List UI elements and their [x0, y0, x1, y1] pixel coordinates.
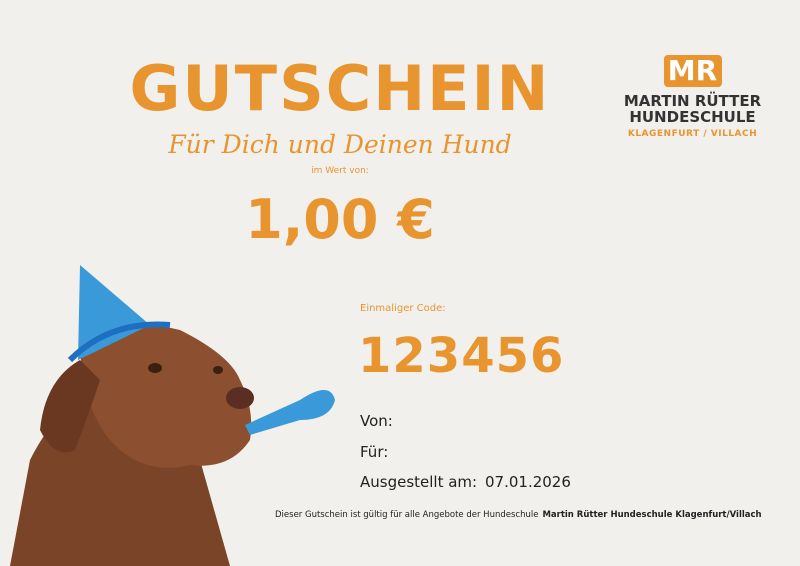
footer-text: Dieser Gutschein ist gültig für alle Ang…	[275, 510, 539, 520]
voucher-amount: 1,00 €	[245, 188, 435, 251]
logo: MR MARTIN RÜTTER HUNDESCHULE KLAGENFURT …	[610, 55, 775, 140]
voucher-subtitle: Für Dich und Deinen Hund	[168, 130, 512, 159]
voucher-code: 123456	[358, 328, 565, 384]
footer-school-name: Martin Rütter Hundeschule Klagenfurt/Vil…	[542, 510, 762, 520]
logo-line3: KLAGENFURT / VILLACH	[627, 129, 758, 139]
dog-head	[80, 325, 252, 468]
from-label: Von:	[360, 412, 393, 430]
issued-label: Ausgestellt am:	[360, 473, 478, 491]
dog-ear	[40, 360, 100, 453]
logo-mark: MR	[663, 55, 722, 87]
issued-date: 07.01.2026	[485, 473, 571, 491]
dog-party-photo	[10, 265, 335, 566]
party-hat-icon	[78, 265, 150, 360]
voucher-title: GUTSCHEIN	[129, 52, 551, 125]
code-label: Einmaliger Code:	[360, 303, 446, 314]
logo-line2: HUNDESCHULE	[629, 108, 756, 126]
logo-line1: MARTIN RÜTTER	[623, 92, 762, 110]
party-horn-icon	[245, 390, 335, 435]
value-label: im Wert von:	[311, 166, 369, 176]
footer-note: Dieser Gutschein ist gültig für alle Ang…	[275, 510, 762, 520]
dog-nose	[226, 387, 254, 409]
for-label: Für:	[360, 443, 389, 461]
